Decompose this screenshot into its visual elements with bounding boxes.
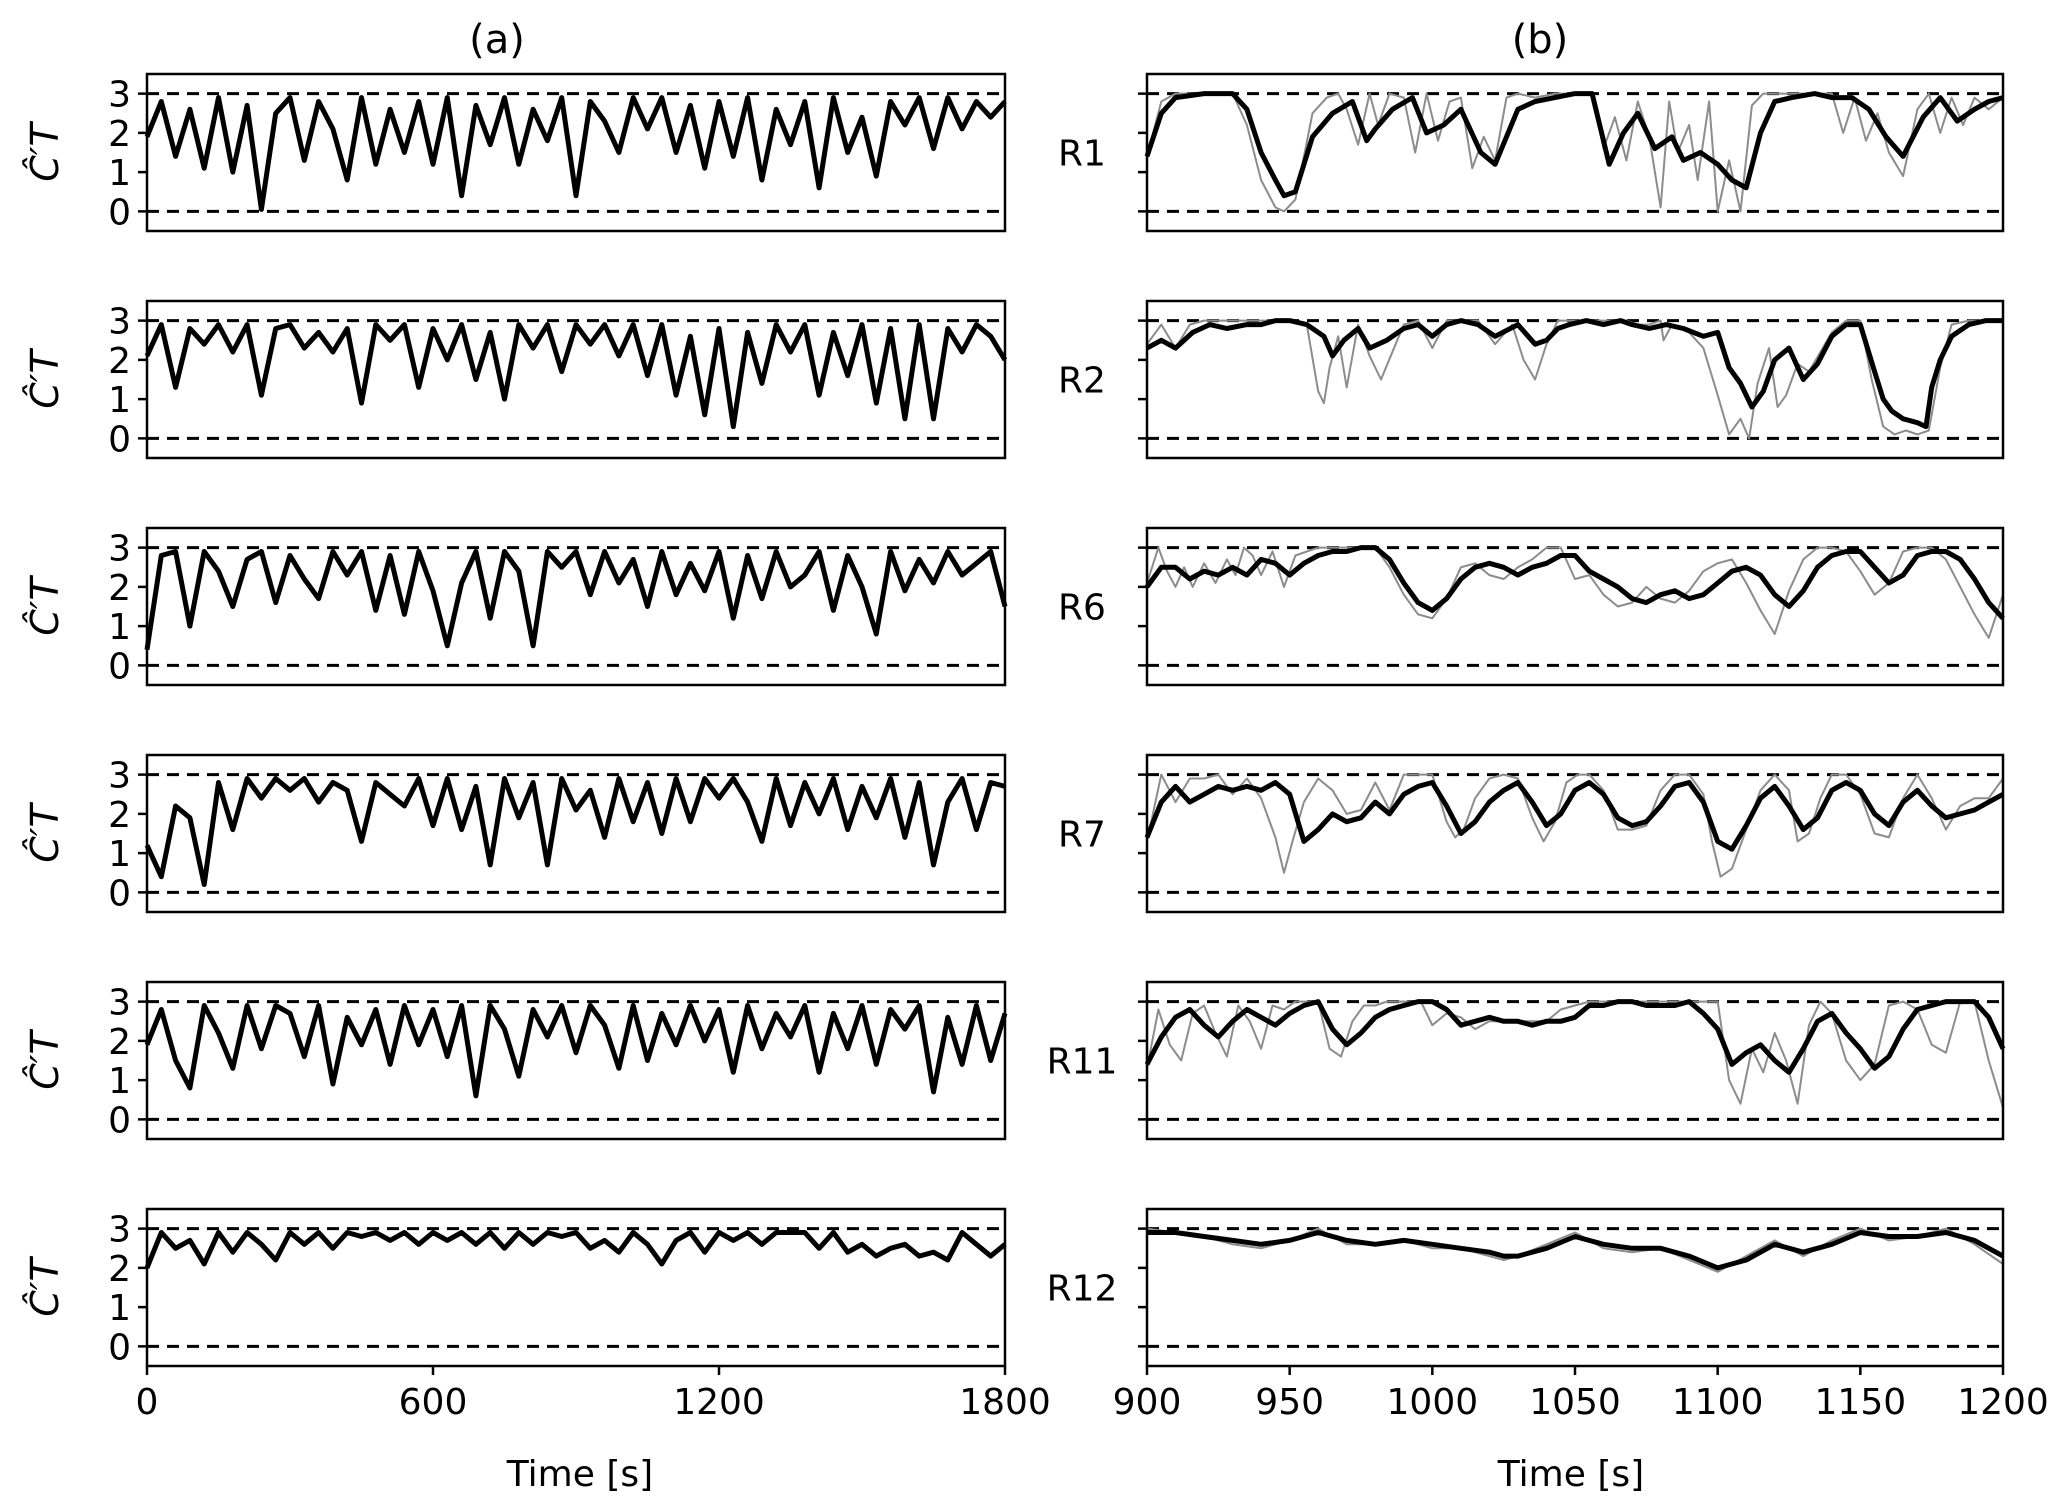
x-tick-label: 1100 <box>1672 1382 1764 1423</box>
y-tick-label: 0 <box>108 873 131 914</box>
y-tick-label: 1 <box>108 380 131 421</box>
panel-b-row-R11 <box>1138 980 2006 1141</box>
y-tick-label: 3 <box>108 75 131 116</box>
series-line <box>144 95 1007 212</box>
series-line <box>144 322 1008 430</box>
row-label-R12: R12 <box>1047 1269 1118 1310</box>
y-tick-label: 3 <box>108 1210 131 1251</box>
x-axis-label-b: Time [s] <box>1497 1454 1644 1495</box>
y-axis-label: Ĉ′T <box>23 802 67 863</box>
row-label-R1: R1 <box>1058 134 1106 175</box>
bold-series-line <box>1144 545 2005 620</box>
x-tick-label: 0 <box>136 1382 159 1423</box>
y-tick-label: 0 <box>108 419 131 460</box>
y-tick-label: 1 <box>108 834 131 875</box>
y-tick-label: 3 <box>108 756 131 797</box>
axes-frame <box>1145 72 2005 233</box>
y-tick-label: 1 <box>108 1288 131 1329</box>
y-tick-label: 0 <box>108 1327 131 1368</box>
thin-series-line <box>1146 319 2003 440</box>
x-tick-label: 1050 <box>1529 1382 1621 1423</box>
axes-frame <box>145 72 1007 233</box>
panel-title-a: (a) <box>469 17 525 63</box>
series-line <box>144 549 1008 651</box>
y-tick-label: 2 <box>108 114 131 155</box>
thin-series-line <box>1146 1000 2004 1108</box>
y-tick-label: 2 <box>108 1022 131 1063</box>
thin-series-line <box>1146 546 2004 639</box>
series-line <box>144 1003 1008 1099</box>
y-tick-label: 0 <box>108 1100 131 1141</box>
bold-series-line <box>1144 91 2004 199</box>
panel-b-row-R6 <box>1138 526 2005 687</box>
x-tick-label: 900 <box>1113 1382 1182 1423</box>
y-tick-label: 1 <box>108 607 131 648</box>
y-tick-label: 2 <box>108 341 131 382</box>
bold-series-line <box>1145 318 2003 430</box>
bold-series-line <box>1144 780 2005 852</box>
y-axis-label: Ĉ′T <box>23 348 67 409</box>
panel-b-row-R7 <box>1138 753 2005 914</box>
x-tick-label: 1200 <box>673 1382 765 1423</box>
y-tick-label: 3 <box>108 302 131 343</box>
axes-frame <box>145 753 1007 914</box>
y-tick-label: 1 <box>108 1061 131 1102</box>
y-tick-label: 2 <box>108 568 131 609</box>
bold-series-line <box>1144 999 2006 1075</box>
axes-frame <box>145 980 1007 1141</box>
x-tick-label: 600 <box>399 1382 468 1423</box>
panel-b-row-R1 <box>1138 72 2005 233</box>
panel-b-row-R2 <box>1138 299 2005 460</box>
series-line <box>144 776 1006 887</box>
axes-frame <box>145 1207 1007 1368</box>
x-tick-label: 1800 <box>959 1382 1051 1423</box>
axes-frame <box>1145 299 2005 460</box>
row-label-R2: R2 <box>1058 361 1106 402</box>
y-tick-label: 3 <box>108 529 131 570</box>
bold-series-line <box>1147 1230 2005 1271</box>
y-tick-label: 3 <box>108 983 131 1024</box>
x-tick-label: 950 <box>1255 1382 1324 1423</box>
y-axis-label: Ĉ′T <box>23 575 67 636</box>
y-axis-label: Ĉ′T <box>23 1029 67 1090</box>
y-tick-label: 2 <box>108 795 131 836</box>
y-tick-label: 2 <box>108 1249 131 1290</box>
x-axis-label-a: Time [s] <box>506 1454 653 1495</box>
y-tick-label: 0 <box>108 192 131 233</box>
axes-frame <box>1145 753 2005 914</box>
y-tick-label: 0 <box>108 646 131 687</box>
thin-series-line <box>1146 92 2004 213</box>
axes-frame <box>145 526 1007 687</box>
x-tick-label: 1000 <box>1387 1382 1479 1423</box>
x-tick-label: 1200 <box>1957 1382 2049 1423</box>
axes-frame <box>1145 980 2005 1141</box>
row-label-R6: R6 <box>1058 588 1106 629</box>
thin-series-line <box>1146 773 2004 878</box>
y-axis-label: Ĉ′T <box>23 121 67 182</box>
panel-b-row-R12: 900 950 1000 1050 1100 1150 1200 <box>1113 1207 2049 1423</box>
axes-frame <box>145 299 1007 460</box>
row-label-R7: R7 <box>1058 815 1106 856</box>
y-tick-label: 1 <box>108 153 131 194</box>
x-tick-label: 1150 <box>1815 1382 1907 1423</box>
y-axis-label: Ĉ′T <box>23 1256 67 1317</box>
row-label-R11: R11 <box>1047 1042 1118 1083</box>
axes-frame <box>1145 526 2005 687</box>
series-line <box>144 1230 1007 1269</box>
panel-title-b: (b) <box>1512 17 1569 63</box>
